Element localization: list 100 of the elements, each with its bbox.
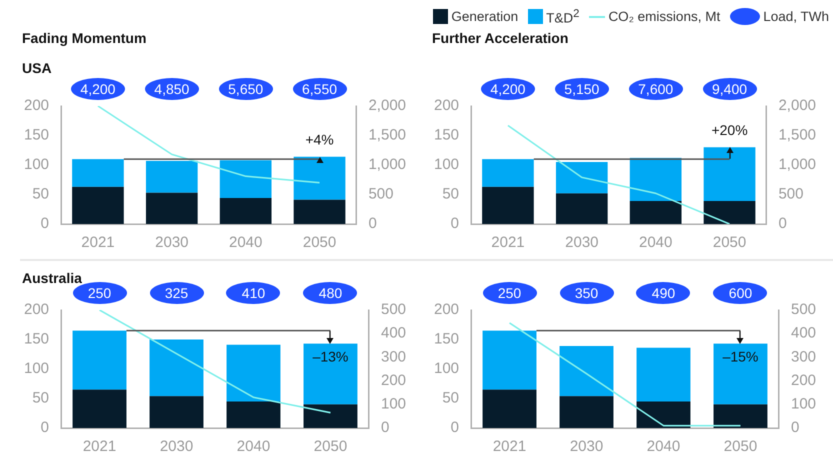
- y-tick-label: 200: [434, 97, 460, 114]
- y-tick-label: 150: [434, 330, 460, 348]
- chart-title: Further Acceleration: [432, 30, 568, 46]
- bar: [72, 186, 124, 224]
- data-label: 480: [303, 282, 358, 304]
- x-tick-label: 2030: [155, 234, 189, 252]
- y2-tick-label: 100: [790, 396, 816, 413]
- bar: [220, 198, 272, 224]
- x-tick-label: 2021: [81, 234, 115, 252]
- data-label: 490: [636, 282, 690, 304]
- data-label: 4,850: [144, 78, 199, 100]
- bar: [714, 344, 768, 404]
- data-label: 6,550: [292, 78, 347, 100]
- bar: [72, 330, 126, 390]
- y2-tick-label: 0: [778, 215, 787, 232]
- x-tick-label: 2050: [302, 234, 336, 252]
- y-tick-label: 150: [24, 330, 50, 348]
- y-tick-label: 150: [24, 126, 50, 144]
- y-tick-label: 0: [40, 215, 50, 232]
- y2-tick-label: 1,500: [368, 126, 406, 144]
- data-label: 5,150: [554, 78, 609, 100]
- bar: [150, 340, 204, 396]
- legend-label: T&D$^{2}$: [546, 8, 580, 26]
- x-tick-label: 2040: [228, 234, 262, 252]
- bar: [304, 344, 358, 404]
- y-tick-label: 100: [434, 156, 460, 174]
- y2-tick-label: 1,000: [368, 156, 406, 174]
- bar: [704, 200, 756, 224]
- y-tick-label: 150: [434, 126, 460, 144]
- y2-tick-label: 200: [380, 372, 406, 389]
- data-label: 410: [226, 282, 280, 304]
- y2-tick-label: 0: [380, 419, 390, 436]
- data-label: 250: [88, 285, 112, 301]
- annotation: +20%: [711, 122, 748, 138]
- legend-label: Generation: [451, 9, 518, 24]
- bar: [482, 330, 536, 390]
- y2-tick-label: 2,000: [778, 97, 816, 114]
- bar: [294, 200, 346, 224]
- bar: [714, 404, 768, 428]
- y-tick-label: 200: [24, 97, 50, 114]
- y-tick-label: 0: [450, 215, 460, 232]
- y2-tick-label: 200: [790, 372, 816, 389]
- bar: [482, 390, 536, 428]
- x-tick-label: 2040: [638, 234, 672, 252]
- bar: [560, 396, 614, 428]
- y-tick-label: 0: [450, 419, 460, 436]
- bar: [146, 192, 198, 224]
- bar: [630, 200, 682, 224]
- y-tick-label: 50: [442, 390, 460, 407]
- bar: [146, 160, 198, 193]
- y2-tick-label: 300: [380, 348, 406, 366]
- bar: [294, 156, 346, 200]
- legend-label: CO₂ emissions, Mt: [608, 9, 720, 24]
- data-label: 350: [560, 282, 614, 304]
- x-tick-label: 2050: [314, 438, 348, 456]
- bar: [636, 348, 690, 402]
- bar: [556, 193, 608, 224]
- annotation: +4%: [305, 132, 334, 148]
- x-tick-label: 2050: [712, 234, 746, 252]
- legend-label: Load, TWh: [763, 9, 829, 24]
- y2-tick-label: 2,000: [368, 97, 406, 114]
- bar: [304, 404, 358, 428]
- x-tick-label: 2030: [565, 234, 599, 252]
- y-tick-label: 100: [24, 156, 50, 174]
- y2-tick-label: 400: [790, 324, 816, 342]
- y2-tick-label: 100: [380, 396, 406, 413]
- bar: [150, 396, 204, 428]
- data-label: 5,650: [218, 78, 273, 100]
- data-label: 7,600: [628, 78, 683, 100]
- x-tick-label: 2030: [160, 438, 194, 456]
- bar: [72, 159, 124, 187]
- x-tick-label: 2021: [82, 438, 116, 456]
- data-label: 250: [482, 282, 537, 304]
- chart-subtitle: USA: [22, 60, 52, 76]
- bar: [482, 186, 534, 224]
- y-tick-label: 50: [32, 186, 50, 203]
- bar: [220, 160, 272, 198]
- y2-tick-label: 0: [368, 215, 377, 232]
- y-tick-label: 50: [442, 186, 460, 203]
- x-tick-label: 2040: [236, 438, 270, 456]
- y-tick-label: 200: [434, 301, 460, 318]
- data-label: 325: [150, 282, 204, 304]
- x-tick-label: 2050: [724, 438, 758, 456]
- y-tick-label: 200: [24, 301, 50, 318]
- y-tick-label: 0: [40, 419, 50, 436]
- x-tick-label: 2040: [646, 438, 680, 456]
- x-tick-label: 2021: [491, 234, 525, 252]
- annotation: –13%: [312, 348, 348, 364]
- bar: [226, 401, 280, 428]
- y-tick-label: 50: [32, 390, 50, 407]
- x-tick-label: 2021: [492, 438, 526, 456]
- chart-title: Fading Momentum: [22, 30, 146, 46]
- annotation: –15%: [722, 348, 758, 364]
- bar: [482, 159, 534, 187]
- y2-tick-label: 400: [380, 324, 406, 342]
- bar: [560, 346, 614, 396]
- y2-tick-label: 1,000: [778, 156, 816, 174]
- bar: [226, 344, 280, 402]
- y2-tick-label: 500: [380, 301, 406, 318]
- bar: [636, 401, 690, 428]
